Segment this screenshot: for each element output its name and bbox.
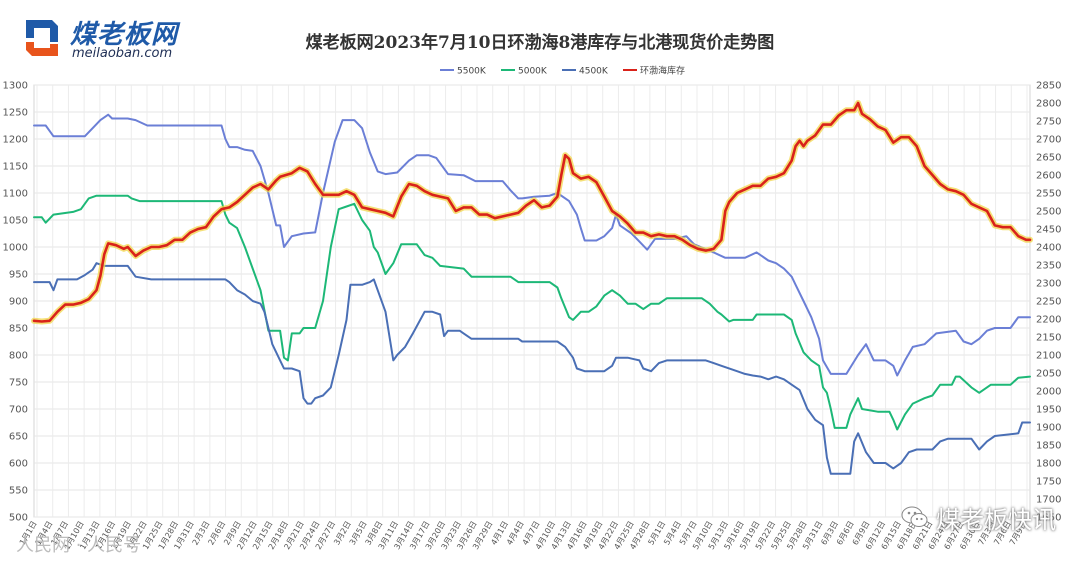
right-tick-label: 1900 [1036, 423, 1061, 434]
series-line-4500k [33, 262, 1031, 475]
series-layer [31, 100, 1033, 475]
left-tick-label: 550 [9, 486, 28, 497]
right-tick-label: 2600 [1036, 171, 1061, 182]
left-tick-label: 600 [9, 459, 28, 470]
right-tick-label: 1850 [1036, 441, 1061, 452]
series-line-inventory [32, 101, 1032, 323]
logo-mark-icon [26, 20, 58, 56]
right-tick-label: 2550 [1036, 189, 1061, 200]
series-glow-inventory [31, 100, 1033, 325]
legend-label: 环渤海库存 [640, 65, 685, 77]
right-tick-label: 2100 [1036, 351, 1061, 362]
right-tick-label: 1800 [1036, 459, 1061, 470]
right-tick-label: 1750 [1036, 477, 1061, 488]
legend-label: 5000K [518, 67, 548, 77]
watermark: 人民网 · 人民号 [16, 535, 142, 556]
right-tick-label: 2650 [1036, 153, 1061, 164]
left-tick-label: 850 [9, 324, 28, 335]
right-tick-label: 2850 [1036, 81, 1061, 92]
left-tick-label: 700 [9, 405, 28, 416]
left-tick-label: 800 [9, 351, 28, 362]
chart-title: 煤老板网2023年7月10日环渤海8港库存与北港现货价走势图 [305, 33, 775, 53]
left-tick-label: 1200 [3, 135, 28, 146]
left-tick-label: 950 [9, 270, 28, 281]
left-tick-label: 750 [9, 378, 28, 389]
series-line-5500k [33, 113, 1031, 377]
right-tick-label: 1650 [1036, 513, 1061, 524]
right-tick-label: 2700 [1036, 135, 1061, 146]
right-tick-label: 2150 [1036, 333, 1061, 344]
logo: 煤老板网 meilaoban.com [20, 12, 210, 66]
right-tick-label: 1700 [1036, 495, 1061, 506]
brand-mark: 煤老板快讯 [900, 500, 1056, 534]
right-tick-label: 2750 [1036, 117, 1061, 128]
left-tick-label: 1000 [3, 243, 28, 254]
left-tick-label: 1150 [3, 162, 28, 173]
brand-mark-text: 煤老板快讯 [936, 505, 1056, 534]
left-tick-label: 1050 [3, 216, 28, 227]
left-tick-label: 1250 [3, 108, 28, 119]
chart-grid [33, 84, 1031, 518]
right-tick-label: 1950 [1036, 405, 1061, 416]
right-tick-label: 2050 [1036, 369, 1061, 380]
wechat-icon [901, 506, 928, 527]
legend-label: 5500K [457, 67, 487, 77]
right-tick-label: 2800 [1036, 99, 1061, 110]
right-tick-label: 2250 [1036, 297, 1061, 308]
right-tick-label: 2000 [1036, 387, 1061, 398]
right-axis: 1650 1700 1750 1800 1850 1900 1950 2000 2050 2100… [1036, 81, 1061, 524]
left-tick-label: 650 [9, 432, 28, 443]
left-tick-label: 1300 [3, 81, 28, 92]
right-tick-label: 2350 [1036, 261, 1061, 272]
legend: 5500K 5000K 4500K 环渤海库存 [440, 65, 685, 77]
x-axis: 1月1日1月4日1月7日1月10日1月13日1月16日1月19日1月22日1月2… [18, 519, 1029, 551]
series-line-5000k [33, 194, 1031, 431]
left-tick-label: 1100 [3, 189, 28, 200]
left-axis: 500 550 600 650 700 750 800 850 900 950 1000 1050 11… [3, 81, 28, 524]
right-tick-label: 2200 [1036, 315, 1061, 326]
left-tick-label: 900 [9, 297, 28, 308]
logo-text-cn: 煤老板网 [70, 20, 179, 50]
logo-text-en: meilaoban.com [72, 46, 173, 61]
right-tick-label: 2450 [1036, 225, 1061, 236]
legend-label: 4500K [579, 67, 609, 77]
right-tick-label: 2400 [1036, 243, 1061, 254]
left-tick-label: 500 [9, 513, 28, 524]
right-tick-label: 2300 [1036, 279, 1061, 290]
right-tick-label: 2500 [1036, 207, 1061, 218]
